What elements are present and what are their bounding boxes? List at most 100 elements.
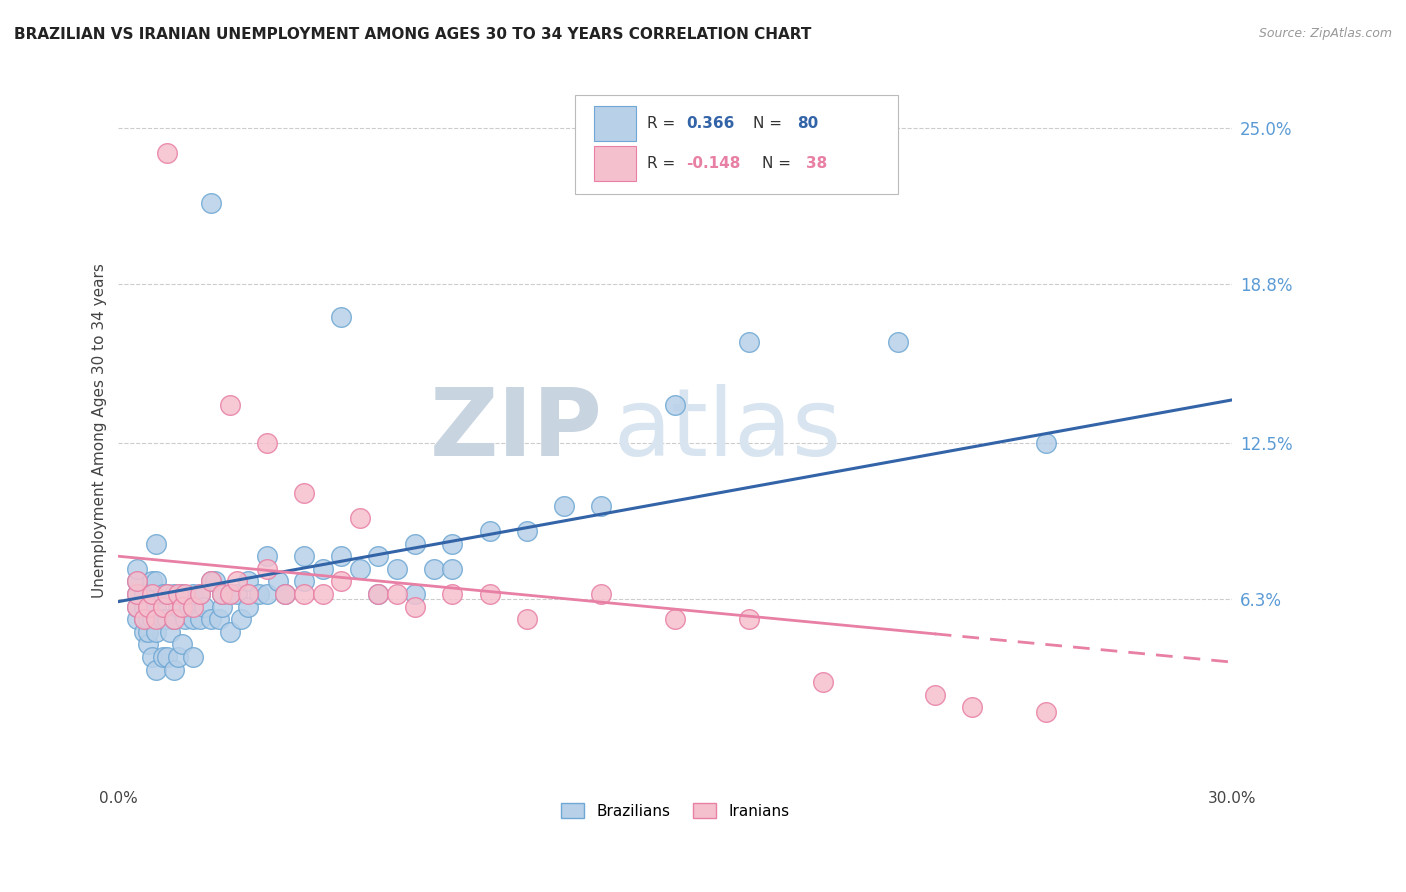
Text: BRAZILIAN VS IRANIAN UNEMPLOYMENT AMONG AGES 30 TO 34 YEARS CORRELATION CHART: BRAZILIAN VS IRANIAN UNEMPLOYMENT AMONG … bbox=[14, 27, 811, 42]
Point bbox=[311, 562, 333, 576]
Point bbox=[249, 587, 271, 601]
Text: R =: R = bbox=[647, 116, 681, 131]
Point bbox=[404, 599, 426, 614]
Point bbox=[125, 587, 148, 601]
Point bbox=[960, 700, 983, 714]
Point bbox=[204, 574, 226, 589]
Point bbox=[274, 587, 297, 601]
Point bbox=[156, 587, 179, 601]
Point bbox=[170, 637, 193, 651]
Point bbox=[516, 524, 538, 538]
Point bbox=[330, 310, 353, 324]
Point bbox=[292, 549, 315, 564]
Point bbox=[738, 334, 761, 349]
Text: atlas: atlas bbox=[614, 384, 842, 476]
Point bbox=[664, 398, 686, 412]
Point bbox=[238, 599, 260, 614]
Point bbox=[256, 435, 278, 450]
Point bbox=[188, 612, 211, 626]
Point bbox=[200, 574, 222, 589]
Point bbox=[349, 511, 371, 525]
Point bbox=[145, 536, 167, 550]
Text: 80: 80 bbox=[797, 116, 818, 131]
Point bbox=[163, 612, 186, 626]
Point bbox=[188, 587, 211, 601]
Point bbox=[181, 599, 204, 614]
Point bbox=[404, 536, 426, 550]
Point bbox=[125, 599, 148, 614]
Point bbox=[226, 574, 249, 589]
Point bbox=[256, 562, 278, 576]
Point bbox=[738, 612, 761, 626]
Point bbox=[330, 549, 353, 564]
Point bbox=[267, 574, 290, 589]
Point bbox=[238, 587, 260, 601]
FancyBboxPatch shape bbox=[593, 146, 636, 181]
Point bbox=[292, 587, 315, 601]
Y-axis label: Unemployment Among Ages 30 to 34 years: Unemployment Among Ages 30 to 34 years bbox=[93, 263, 107, 598]
Point bbox=[163, 587, 186, 601]
Point bbox=[156, 146, 179, 161]
Point bbox=[136, 612, 159, 626]
FancyBboxPatch shape bbox=[593, 105, 636, 141]
Point bbox=[145, 599, 167, 614]
Point bbox=[200, 612, 222, 626]
Point bbox=[134, 587, 156, 601]
Text: Source: ZipAtlas.com: Source: ZipAtlas.com bbox=[1258, 27, 1392, 40]
Point bbox=[134, 599, 156, 614]
Point bbox=[145, 574, 167, 589]
Point bbox=[152, 612, 174, 626]
Point bbox=[238, 574, 260, 589]
Point bbox=[125, 562, 148, 576]
Point bbox=[218, 587, 240, 601]
Point bbox=[141, 612, 163, 626]
Point bbox=[152, 650, 174, 665]
Point bbox=[166, 650, 188, 665]
Point bbox=[441, 587, 464, 601]
Point bbox=[478, 524, 501, 538]
Point bbox=[181, 587, 204, 601]
Point bbox=[211, 587, 233, 601]
Point bbox=[174, 587, 197, 601]
Point bbox=[166, 599, 188, 614]
Point bbox=[193, 599, 215, 614]
Point bbox=[125, 587, 148, 601]
Point bbox=[404, 587, 426, 601]
Point bbox=[181, 612, 204, 626]
Point bbox=[125, 599, 148, 614]
Point bbox=[516, 612, 538, 626]
Legend: Brazilians, Iranians: Brazilians, Iranians bbox=[555, 797, 796, 825]
Point bbox=[924, 688, 946, 702]
Point bbox=[311, 587, 333, 601]
Text: ZIP: ZIP bbox=[430, 384, 603, 476]
Point bbox=[385, 587, 408, 601]
FancyBboxPatch shape bbox=[575, 95, 897, 194]
Point bbox=[174, 612, 197, 626]
Point bbox=[170, 599, 193, 614]
Point bbox=[181, 650, 204, 665]
Point bbox=[134, 612, 156, 626]
Point bbox=[1035, 706, 1057, 720]
Point bbox=[226, 587, 249, 601]
Point bbox=[156, 587, 179, 601]
Point bbox=[156, 650, 179, 665]
Point bbox=[188, 587, 211, 601]
Point bbox=[367, 587, 389, 601]
Point bbox=[256, 587, 278, 601]
Point bbox=[218, 587, 240, 601]
Point bbox=[145, 612, 167, 626]
Point bbox=[141, 650, 163, 665]
Point bbox=[218, 624, 240, 639]
Point bbox=[152, 599, 174, 614]
Point bbox=[125, 574, 148, 589]
Point bbox=[166, 587, 188, 601]
Point bbox=[125, 612, 148, 626]
Point bbox=[441, 562, 464, 576]
Point bbox=[145, 663, 167, 677]
Point bbox=[134, 624, 156, 639]
Point bbox=[367, 549, 389, 564]
Text: 38: 38 bbox=[807, 156, 828, 171]
Text: N =: N = bbox=[754, 116, 787, 131]
Point bbox=[200, 574, 222, 589]
Point bbox=[813, 675, 835, 690]
